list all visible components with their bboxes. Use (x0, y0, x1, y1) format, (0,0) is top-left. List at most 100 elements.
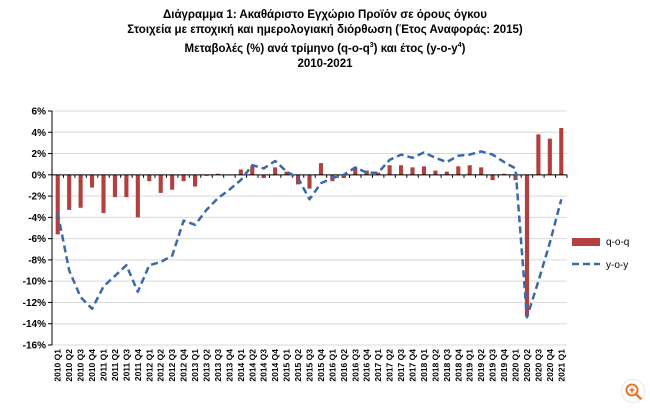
bar (204, 174, 209, 176)
line-series-yoy (56, 150, 563, 319)
bar (238, 169, 243, 175)
bar (273, 167, 278, 175)
bar (364, 170, 369, 175)
bar (261, 174, 266, 179)
x-tick-label: 2015 Q4 (316, 349, 326, 382)
units-text-b: ) και έτος (y-o-y (373, 42, 458, 55)
x-tick-label: 2018 Q3 (442, 349, 452, 382)
x-tick-label: 2010 Q4 (87, 349, 97, 382)
bar (135, 174, 140, 218)
bar (112, 174, 118, 198)
bar (318, 163, 324, 175)
units-text-c: ) (461, 42, 466, 55)
footnote-4: 4 (457, 42, 462, 49)
x-tick-label: 2014 Q4 (270, 349, 280, 382)
bar (398, 165, 404, 175)
x-tick-label: 2014 Q2 (247, 349, 257, 382)
zoom-icon (625, 383, 642, 400)
bar (284, 171, 289, 175)
bar (101, 174, 106, 214)
bar (78, 174, 83, 208)
x-tick-label: 2017 Q1 (373, 349, 383, 382)
bar (250, 166, 255, 175)
x-tick-label: 2012 Q1 (144, 349, 154, 382)
chart-period: 2010-2021 (297, 57, 353, 70)
chart-titles: Διάγραμμα 1: Ακαθάριστο Εγχώριο Προϊόν σ… (0, 8, 650, 72)
x-tick-label: 2018 Q2 (430, 349, 440, 382)
y-tick-label: 6% (32, 107, 47, 118)
x-tick-label: 2018 Q4 (453, 349, 463, 382)
x-tick-label: 2015 Q2 (293, 349, 303, 382)
x-tick-label: 2011 Q4 (133, 349, 143, 381)
x-tick-label: 2017 Q3 (396, 349, 406, 382)
bar (387, 165, 392, 175)
bar (124, 174, 129, 198)
x-tick-label: 2011 Q1 (99, 349, 109, 381)
x-tick-label: 2016 Q1 (327, 349, 337, 382)
zoom-button[interactable] (622, 380, 644, 402)
units-text-a: Μεταβολές (%) ανά τρίμηνο (q-o-q (184, 42, 370, 55)
x-tick-label: 2013 Q3 (213, 349, 223, 382)
bar (490, 174, 495, 181)
bar (524, 174, 530, 317)
x-tick-label: 2019 Q1 (465, 349, 475, 382)
bar (67, 174, 72, 210)
x-tick-label: 2010 Q1 (53, 349, 63, 382)
bar (307, 174, 312, 189)
x-tick-label: 2017 Q2 (385, 349, 395, 382)
footnote-3: 3 (369, 42, 374, 49)
bar (559, 128, 564, 175)
x-tick-label: 2010 Q2 (64, 349, 74, 382)
bar (181, 174, 186, 182)
legend-swatch-qoq (572, 238, 600, 246)
bar (353, 167, 358, 175)
y-tick-label: 0% (32, 170, 47, 181)
bar (192, 174, 198, 187)
x-tick-label: 2014 Q1 (236, 349, 246, 382)
x-tick-label: 2013 Q2 (202, 349, 212, 382)
y-tick-label: -16% (23, 341, 46, 352)
x-tick-label: 2010 Q3 (76, 349, 86, 382)
bar (89, 174, 95, 188)
bar (170, 174, 175, 190)
bar (147, 174, 152, 182)
bar (421, 166, 427, 175)
bar (536, 134, 541, 175)
bar (215, 173, 221, 175)
legend-label-qoq: q-o-q (606, 237, 629, 248)
x-tick-label: 2020 Q2 (522, 349, 532, 382)
x-tick-label: 2012 Q2 (156, 349, 166, 382)
x-tick-label: 2015 Q3 (305, 349, 315, 382)
x-tick-label: 2016 Q4 (362, 349, 372, 382)
bar (158, 174, 163, 193)
chart-title: Διάγραμμα 1: Ακαθάριστο Εγχώριο Προϊόν σ… (162, 9, 487, 21)
y-tick-label: -2% (28, 192, 46, 203)
y-tick-label: -6% (28, 234, 46, 245)
x-tick-label: 2020 Q3 (533, 349, 543, 382)
chart-subtitle-units: Μεταβολές (%) ανά τρίμηνο (q-o-q3) και έ… (0, 38, 650, 57)
x-tick-label: 2011 Q2 (110, 349, 120, 381)
bar (501, 173, 507, 175)
bar (479, 167, 484, 175)
x-tick-label: 2020 Q4 (545, 349, 555, 382)
x-tick-label: 2015 Q1 (282, 349, 292, 382)
bar (547, 138, 552, 175)
x-tick-label: 2017 Q4 (408, 349, 418, 382)
x-tick-label: 2018 Q1 (419, 349, 429, 382)
y-tick-label: -10% (23, 277, 46, 288)
x-tick-label: 2019 Q2 (476, 349, 486, 382)
bar (467, 165, 472, 175)
y-tick-label: -12% (23, 298, 46, 309)
bar (444, 171, 449, 175)
y-tick-label: 4% (32, 128, 47, 139)
x-tick-label: 2016 Q2 (339, 349, 349, 382)
bar (376, 172, 381, 175)
x-tick-label: 2012 Q3 (167, 349, 177, 382)
bar (410, 167, 415, 175)
y-tick-label: -14% (23, 319, 46, 330)
x-tick-label: 2012 Q4 (179, 349, 189, 382)
bar (456, 166, 461, 175)
x-tick-label: 2014 Q3 (259, 349, 269, 382)
y-tick-label: 2% (32, 149, 47, 160)
